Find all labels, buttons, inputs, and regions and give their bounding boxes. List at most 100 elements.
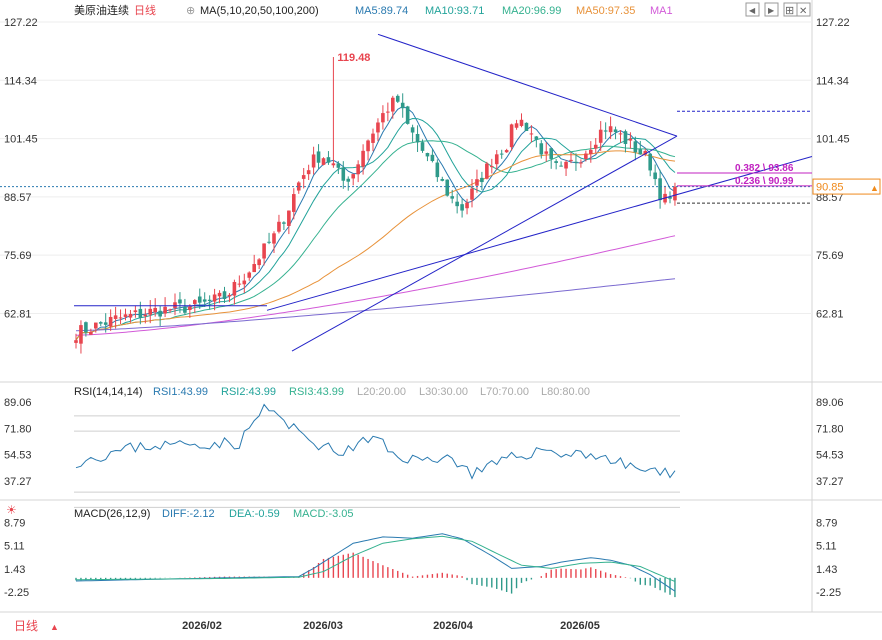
candle-body[interactable] — [178, 299, 182, 304]
candle-body[interactable] — [84, 322, 88, 333]
candle-body[interactable] — [153, 307, 157, 313]
candle-body[interactable] — [296, 182, 301, 191]
candle-body[interactable] — [395, 95, 400, 102]
candle-body[interactable] — [277, 221, 281, 232]
candle-body[interactable] — [361, 150, 365, 167]
candle-body[interactable] — [490, 166, 494, 168]
candle-body[interactable] — [623, 131, 628, 145]
candle-body[interactable] — [98, 322, 103, 324]
candle-body[interactable] — [633, 141, 638, 153]
candle-body[interactable] — [197, 296, 202, 303]
candle-body[interactable] — [123, 314, 128, 317]
candle-body[interactable] — [247, 272, 252, 278]
candle-body[interactable] — [554, 161, 558, 163]
candle-body[interactable] — [173, 302, 177, 309]
candle-body[interactable] — [410, 127, 415, 133]
candle-body[interactable] — [366, 140, 370, 152]
candle-body[interactable] — [222, 291, 227, 300]
candle-body[interactable] — [272, 233, 276, 244]
candle-body[interactable] — [252, 264, 256, 273]
candle-body[interactable] — [381, 113, 385, 123]
candle-body[interactable] — [470, 188, 474, 200]
candle-body[interactable] — [643, 150, 648, 155]
candle-body[interactable] — [579, 162, 583, 164]
candle-body[interactable] — [589, 149, 593, 155]
candle-body[interactable] — [103, 322, 108, 325]
candle-body[interactable] — [341, 167, 346, 181]
candle-body[interactable] — [79, 325, 83, 344]
candle-body[interactable] — [336, 163, 341, 168]
candle-body[interactable] — [539, 143, 544, 155]
candle-body[interactable] — [608, 126, 613, 133]
candle-body[interactable] — [351, 174, 355, 179]
candle-body[interactable] — [509, 124, 514, 148]
ma-config-label[interactable]: MA(5,10,20,50,100,200) — [200, 5, 319, 17]
candle-body[interactable] — [430, 154, 435, 162]
candle-body[interactable] — [138, 308, 143, 318]
candle-body[interactable] — [425, 153, 430, 157]
candle-body[interactable] — [673, 186, 677, 201]
candle-body[interactable] — [450, 196, 454, 199]
candle-body[interactable] — [207, 299, 212, 301]
candle-body[interactable] — [143, 314, 148, 317]
candle-body[interactable] — [89, 331, 93, 335]
candle-body[interactable] — [262, 243, 266, 259]
candle-body[interactable] — [480, 177, 484, 183]
candle-body[interactable] — [529, 133, 534, 135]
candle-body[interactable] — [475, 179, 479, 186]
candle-body[interactable] — [163, 306, 167, 314]
candle-body[interactable] — [658, 178, 662, 201]
candle-body[interactable] — [445, 179, 450, 196]
candle-body[interactable] — [440, 179, 445, 181]
candle-body[interactable] — [549, 148, 553, 159]
candle-body[interactable] — [386, 111, 390, 113]
candle-body[interactable] — [524, 122, 529, 131]
candle-body[interactable] — [514, 123, 519, 128]
candle-body[interactable] — [306, 170, 311, 175]
candle-body[interactable] — [494, 154, 499, 165]
candle-body[interactable] — [455, 201, 459, 207]
candle-body[interactable] — [356, 164, 360, 175]
candle-body[interactable] — [628, 138, 633, 141]
candle-body[interactable] — [168, 309, 172, 311]
candle-body[interactable] — [148, 308, 153, 315]
candle-body[interactable] — [584, 153, 588, 159]
candle-body[interactable] — [108, 316, 113, 327]
candle-body[interactable] — [420, 142, 425, 151]
candle-body[interactable] — [331, 163, 336, 166]
candle-body[interactable] — [118, 317, 123, 319]
candle-body[interactable] — [648, 153, 652, 171]
candle-body[interactable] — [564, 161, 568, 169]
candle-body[interactable] — [311, 154, 316, 168]
candle-body[interactable] — [237, 283, 242, 285]
candle-body[interactable] — [321, 158, 326, 165]
candle-body[interactable] — [133, 310, 138, 313]
candle-body[interactable] — [232, 281, 237, 296]
candle-body[interactable] — [415, 133, 420, 143]
candle-body[interactable] — [346, 178, 351, 182]
candle-body[interactable] — [227, 294, 232, 297]
candle-body[interactable] — [668, 196, 672, 199]
candle-body[interactable] — [193, 300, 197, 304]
candle-body[interactable] — [618, 133, 623, 135]
candle-body[interactable] — [593, 144, 598, 149]
candle-body[interactable] — [292, 194, 296, 212]
candle-body[interactable] — [287, 210, 291, 226]
candle-body[interactable] — [400, 102, 405, 109]
candle-body[interactable] — [158, 310, 162, 317]
candle-body[interactable] — [598, 129, 603, 143]
candle-body[interactable] — [559, 165, 563, 167]
candle-body[interactable] — [371, 133, 375, 143]
candle-body[interactable] — [435, 162, 440, 178]
sun-icon[interactable]: ☀ — [6, 503, 17, 517]
rsi-config[interactable]: RSI(14,14,14) — [74, 386, 142, 398]
candle-body[interactable] — [257, 259, 261, 266]
prev-button[interactable] — [745, 2, 760, 17]
candle-body[interactable] — [574, 161, 578, 163]
candle-body[interactable] — [638, 149, 643, 155]
candle-body[interactable] — [242, 280, 247, 285]
candle-body[interactable] — [94, 322, 98, 329]
candle-body[interactable] — [128, 314, 133, 318]
candle-body[interactable] — [499, 153, 504, 155]
